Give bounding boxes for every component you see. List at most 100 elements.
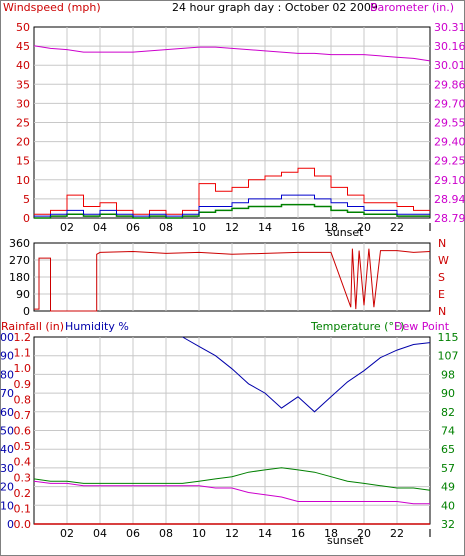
panel1-series (33, 45, 431, 219)
time-tick-label: 12 (225, 221, 239, 234)
humidity-rain-ticks: 0 10 20 30 40 50 60 70 80 90 100 0.0 0.1 0.2 0.3 0.4 0.5… (0, 331, 31, 531)
panel3-gridlines (34, 337, 430, 524)
time-tick-label: 12 (225, 527, 239, 540)
humidity-tick-label: 30 (0, 462, 14, 475)
barometer-tick-label: 28.79 (434, 212, 465, 225)
windspeed-tick-label: 5 (23, 193, 30, 206)
panel3-time-ticks: 02 04 06 08 10 12 14 16 18 20 22 I (60, 527, 432, 540)
direction-degree-label: 270 (9, 254, 30, 267)
windspeed-ticks: 0 5 10 15 20 25 30 35 40 45 50 (16, 21, 30, 225)
time-tick-label: 08 (159, 527, 173, 540)
time-tick-label: 04 (93, 527, 107, 540)
time-tick-label: 02 (60, 527, 74, 540)
barometer-tick-label: 29.70 (434, 97, 465, 110)
temperature-line (33, 467, 431, 491)
windspeed-tick-label: 10 (16, 174, 30, 187)
dew-point-line (33, 480, 430, 505)
windspeed-tick-label: 25 (16, 117, 30, 130)
barometer-axis-title: Barometer (in.) (370, 1, 454, 14)
direction-compass-label: N (438, 237, 446, 250)
time-tick-label: 04 (93, 221, 107, 234)
time-tick-label: 16 (291, 221, 305, 234)
humidity-line (182, 336, 431, 413)
windspeed-tick-label: 40 (16, 59, 30, 72)
humidity-tick-label: 100 (0, 331, 14, 344)
panel2-series (34, 248, 431, 312)
time-tick-label: 06 (126, 221, 140, 234)
time-tick-label: 20 (357, 527, 371, 540)
humidity-tick-label: 90 (0, 350, 14, 363)
panel-wind-barometer: 0 5 10 15 20 25 30 35 40 45 50 28.79 28.94 29.10 29.2… (16, 21, 465, 239)
wind-direction-line (34, 248, 431, 312)
temperature-tick-label: 57 (441, 462, 455, 475)
temperature-ticks: 32 40 49 57 65 74 82 90 98 107 115 (438, 331, 459, 531)
rain-tick-label: 0.4 (14, 456, 32, 469)
rain-tick-label: 0.8 (14, 393, 32, 406)
humidity-tick-label: 0 (7, 518, 14, 531)
time-tick-label: I (428, 221, 431, 234)
panel1-time-ticks: 02 04 06 08 10 12 14 16 18 20 22 I (60, 221, 432, 234)
direction-degree-label: 180 (9, 271, 30, 284)
time-tick-label: 20 (357, 221, 371, 234)
time-tick-label: 02 (60, 221, 74, 234)
time-tick-label: 10 (192, 221, 206, 234)
humidity-tick-label: 40 (0, 443, 14, 456)
windspeed-tick-label: 35 (16, 78, 30, 91)
temperature-tick-label: 90 (441, 387, 455, 400)
rain-tick-label: 0.2 (14, 487, 32, 500)
temperature-tick-label: 32 (441, 518, 455, 531)
time-tick-label: 08 (159, 221, 173, 234)
time-tick-label: 16 (291, 527, 305, 540)
rain-tick-label: 1.1 (14, 347, 32, 360)
direction-degree-label: 0 (23, 305, 30, 318)
humidity-tick-label: 20 (0, 481, 14, 494)
barometer-tick-label: 30.31 (434, 21, 465, 34)
barometer-tick-label: 29.55 (434, 117, 465, 130)
windspeed-tick-label: 0 (23, 212, 30, 225)
direction-degree-label: 360 (9, 237, 30, 250)
barometer-tick-label: 29.40 (434, 136, 465, 149)
barometer-tick-label: 28.94 (434, 193, 465, 206)
direction-degree-label: 90 (16, 288, 30, 301)
panel2-gridlines (34, 243, 430, 311)
windspeed-tick-label: 20 (16, 136, 30, 149)
windspeed-tick-label: 15 (16, 155, 30, 168)
rain-tick-label: 1.0 (14, 362, 32, 375)
temperature-tick-label: 82 (441, 406, 455, 419)
direction-compass-label: E (438, 288, 445, 301)
windspeed-tick-label: 50 (16, 21, 30, 34)
rain-tick-label: 0.1 (14, 502, 32, 515)
humidity-tick-label: 10 (0, 499, 14, 512)
time-tick-label: 14 (258, 527, 272, 540)
time-tick-label: 22 (390, 527, 404, 540)
temperature-tick-label: 40 (441, 499, 455, 512)
temperature-axis-title: Temperature (°F) (310, 320, 405, 333)
temperature-tick-label: 74 (441, 425, 455, 438)
direction-compass-label: W (438, 254, 449, 267)
temperature-tick-label: 49 (441, 481, 455, 494)
windspeed-tick-label: 30 (16, 97, 30, 110)
temperature-tick-label: 98 (441, 368, 455, 381)
barometer-tick-label: 29.25 (434, 155, 465, 168)
rain-tick-label: 0.7 (14, 409, 32, 422)
dewpoint-axis-title: Dew Point (394, 320, 450, 333)
sunset-label-3: sunset (327, 534, 364, 547)
barometer-tick-label: 29.86 (434, 78, 465, 91)
rain-tick-label: 0.6 (14, 425, 32, 438)
time-tick-label: 06 (126, 527, 140, 540)
barometer-tick-label: 29.10 (434, 174, 465, 187)
temperature-tick-label: 65 (441, 443, 455, 456)
humidity-tick-label: 60 (0, 406, 14, 419)
wind-high-line (34, 194, 430, 217)
humidity-axis-title: Humidity % (65, 320, 129, 333)
time-tick-label: 22 (390, 221, 404, 234)
barometer-ticks: 28.79 28.94 29.10 29.25 29.40 29.55 29.70 29.86… (434, 21, 465, 225)
humidity-tick-label: 80 (0, 368, 14, 381)
time-tick-label: 10 (192, 527, 206, 540)
barometer-tick-label: 30.16 (434, 40, 465, 53)
windspeed-axis-title: Windspeed (mph) (3, 1, 101, 14)
rain-tick-label: 1.2 (14, 331, 32, 344)
graph-title: 24 hour graph day : October 02 2009 (172, 1, 378, 14)
